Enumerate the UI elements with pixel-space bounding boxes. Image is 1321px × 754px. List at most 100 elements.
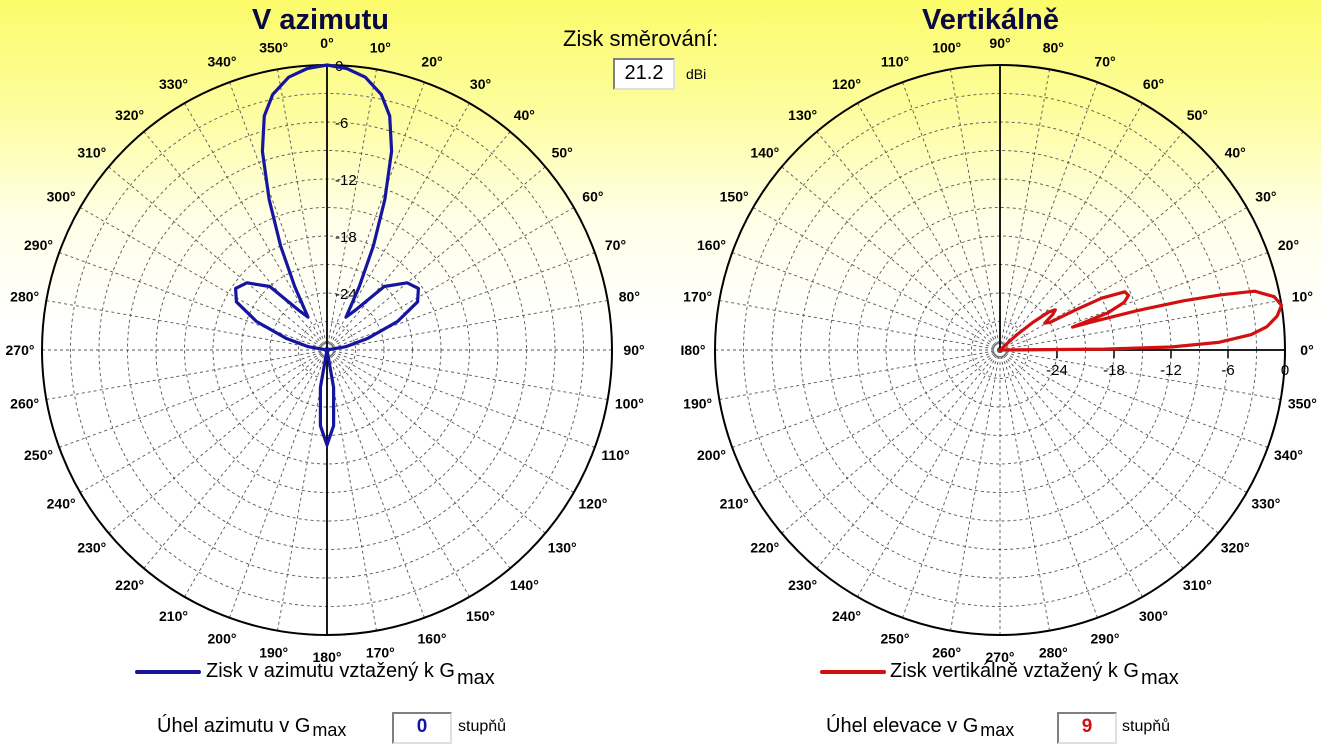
gain-label: Zisk směrování: xyxy=(563,26,719,51)
angle-label: 270° xyxy=(6,342,35,358)
angle-label: 120° xyxy=(578,496,607,512)
azimuth-gain-curve xyxy=(234,63,420,447)
azimuth-legend-sub: max xyxy=(456,667,495,689)
angle-label: 260° xyxy=(932,644,961,660)
angle-label: 170° xyxy=(683,289,712,305)
grid-spoke xyxy=(108,349,328,534)
vertical-legend-text: Zisk vertikálně vztažený k G xyxy=(890,660,1139,682)
angle-label: 200° xyxy=(697,447,726,463)
angle-label: 300° xyxy=(47,189,76,205)
angle-label: 100° xyxy=(615,395,644,411)
gain-value-field[interactable]: 21.2 xyxy=(613,58,675,90)
angle-label: 290° xyxy=(1091,630,1120,646)
angle-label: 230° xyxy=(77,539,106,555)
angle-label: 350° xyxy=(1288,395,1317,411)
grid-spoke xyxy=(999,349,1184,569)
angle-label: 240° xyxy=(47,496,76,512)
grid-spoke xyxy=(732,252,1001,351)
grid-spoke xyxy=(902,82,1001,351)
vertical-legend-swatch xyxy=(820,670,886,674)
elevation-angle-unit: stupňů xyxy=(1122,718,1171,735)
grid-spoke xyxy=(143,349,328,569)
angle-label: I80° xyxy=(680,342,705,358)
angle-label: 0° xyxy=(320,35,333,51)
elevation-angle-field[interactable]: 9 xyxy=(1057,712,1117,744)
radial-tick-label: -6 xyxy=(335,115,348,132)
angle-label: 160° xyxy=(697,237,726,253)
angle-label: 320° xyxy=(1221,539,1250,555)
angle-label: 70° xyxy=(605,237,626,253)
elevation-angle-label-text: Úhel elevace v G xyxy=(826,715,979,737)
angle-label: 190° xyxy=(683,395,712,411)
angle-label: 290° xyxy=(24,237,53,253)
angle-label: 300° xyxy=(1139,608,1168,624)
vertical-gain-curve xyxy=(998,289,1284,352)
azimuth-angle-unit: stupňů xyxy=(458,718,507,735)
grid-spoke xyxy=(184,349,328,598)
angle-label: 180° xyxy=(313,649,342,665)
angle-label: 0° xyxy=(1300,342,1313,358)
angle-label: 270° xyxy=(986,649,1015,665)
angle-label: 30° xyxy=(470,76,491,92)
angle-label: 20° xyxy=(421,54,442,70)
angle-label: 240° xyxy=(832,608,861,624)
grid-spoke xyxy=(999,207,1248,351)
vertical-legend-sub: max xyxy=(1140,667,1179,689)
angle-label: 10° xyxy=(370,40,391,56)
angle-label: 90° xyxy=(989,35,1010,51)
angle-label: 250° xyxy=(24,447,53,463)
angle-label: 340° xyxy=(208,54,237,70)
angle-label: 130° xyxy=(788,107,817,123)
gain-unit: dBi xyxy=(686,66,707,82)
radial-tick-label: -24 xyxy=(335,286,357,303)
azimuth-angle-label-text: Úhel azimutu v G xyxy=(157,715,311,737)
angle-label: 200° xyxy=(208,630,237,646)
angle-label: 260° xyxy=(10,395,39,411)
angle-label: 330° xyxy=(1251,496,1280,512)
angle-label: 210° xyxy=(159,608,188,624)
radial-tick-label: -18 xyxy=(335,229,357,246)
angle-label: 190° xyxy=(259,644,288,660)
grid-spoke xyxy=(857,349,1001,598)
azimuth-polar-plot: 0-6-12-18-240° 10°20°30°40°50°60°70°80°90… xyxy=(6,35,645,665)
angle-label: 80° xyxy=(1043,40,1064,56)
radial-tick-label: -12 xyxy=(1160,362,1182,379)
angle-label: 230° xyxy=(788,577,817,593)
angle-label: 40° xyxy=(1225,145,1246,161)
angle-label: 330° xyxy=(159,76,188,92)
azimuth-chart-title: V azimutu xyxy=(252,4,389,36)
azimuth-legend-swatch xyxy=(135,670,201,674)
grid-spoke xyxy=(326,349,470,598)
angle-label: 210° xyxy=(720,496,749,512)
angle-label: 310° xyxy=(1183,577,1212,593)
vertical-polar-plot: -24 -18 -12 -6 0 0° 10° 20° 30° 40° 50° 60° 70° 80° 90… xyxy=(680,35,1316,665)
radial-tick-label: -6 xyxy=(1221,362,1234,379)
vertical-chart-title: Vertikálně xyxy=(922,4,1060,36)
azimuth-legend-text: Zisk v azimutu vztažený k G xyxy=(206,660,455,682)
elevation-angle-label-sub: max xyxy=(980,720,1015,740)
angle-label: 110° xyxy=(601,447,629,463)
angle-label: 120° xyxy=(832,76,861,92)
angle-label: 150° xyxy=(720,189,749,205)
angle-label: 350° xyxy=(259,40,288,56)
grid-spoke xyxy=(326,349,546,534)
angle-label: 20° xyxy=(1278,237,1299,253)
angle-label: 280° xyxy=(1039,644,1068,660)
angle-label: 110° xyxy=(881,54,909,70)
grid-spoke xyxy=(326,166,546,351)
grid-spoke xyxy=(999,349,1143,598)
radial-tick-label: 0 xyxy=(1281,362,1289,379)
angle-label: 280° xyxy=(10,289,39,305)
angle-label: 320° xyxy=(115,107,144,123)
angle-label: 220° xyxy=(115,577,144,593)
radial-tick-label: -24 xyxy=(1046,362,1068,379)
angle-label: 160° xyxy=(418,630,447,646)
azimuth-angle-field[interactable]: 0 xyxy=(392,712,452,744)
angle-label: 100° xyxy=(932,40,961,56)
angle-label: 90° xyxy=(623,342,644,358)
